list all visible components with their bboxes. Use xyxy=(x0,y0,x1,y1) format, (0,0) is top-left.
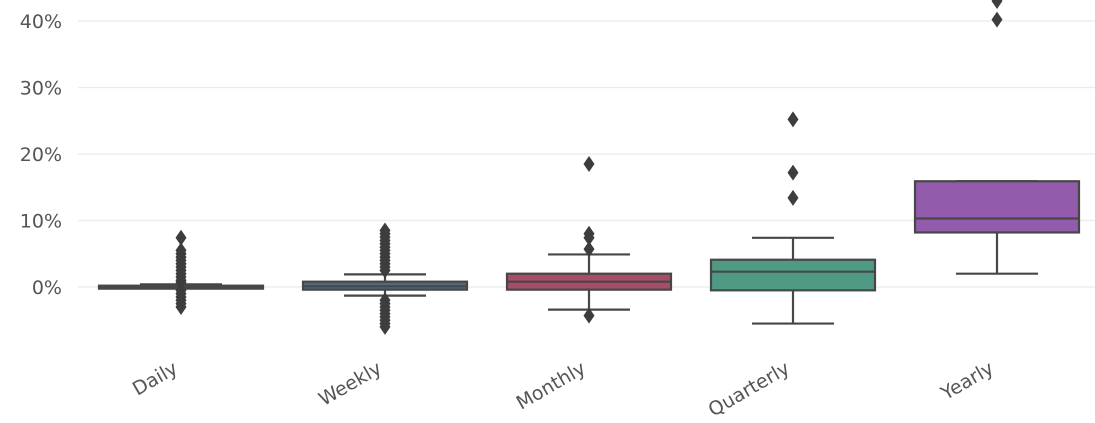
x-tick-label: Monthly xyxy=(513,357,590,414)
outlier-point xyxy=(175,229,187,246)
box-iqr xyxy=(913,180,1081,234)
outlier-point xyxy=(787,164,799,181)
outlier-point xyxy=(379,222,391,239)
outlier-point xyxy=(991,11,1003,28)
outlier-point xyxy=(583,307,595,324)
box-weekly xyxy=(301,222,469,335)
outlier-point xyxy=(583,241,595,258)
outlier-point xyxy=(583,155,595,172)
x-tick-label: Quarterly xyxy=(705,357,794,421)
outlier-point xyxy=(583,229,595,246)
outlier-point xyxy=(787,189,799,206)
y-tick-label: 30% xyxy=(20,78,62,100)
box-daily xyxy=(97,229,265,315)
x-tick-label: Weekly xyxy=(315,357,385,410)
box-yearly xyxy=(913,0,1081,275)
box-monthly xyxy=(505,155,673,324)
y-axis-ticks: 0% 10% 20% 30% 40% xyxy=(20,11,62,299)
x-tick-label: Yearly xyxy=(936,357,997,405)
box-iqr xyxy=(709,258,877,292)
outlier-point xyxy=(379,318,391,335)
x-tick-label: Daily xyxy=(129,357,182,400)
outlier-point xyxy=(787,111,799,128)
y-tick-label: 40% xyxy=(20,11,62,33)
y-tick-label: 10% xyxy=(20,211,62,233)
x-axis-ticks: Daily Weekly Monthly Quarterly Yearly xyxy=(129,357,998,421)
outlier-point xyxy=(175,298,187,315)
outlier-point xyxy=(991,0,1003,10)
outlier-point xyxy=(175,272,187,289)
y-tick-label: 20% xyxy=(20,144,62,166)
y-tick-label: 0% xyxy=(32,277,62,299)
box-series xyxy=(97,0,1081,335)
box-quarterly xyxy=(709,111,877,325)
